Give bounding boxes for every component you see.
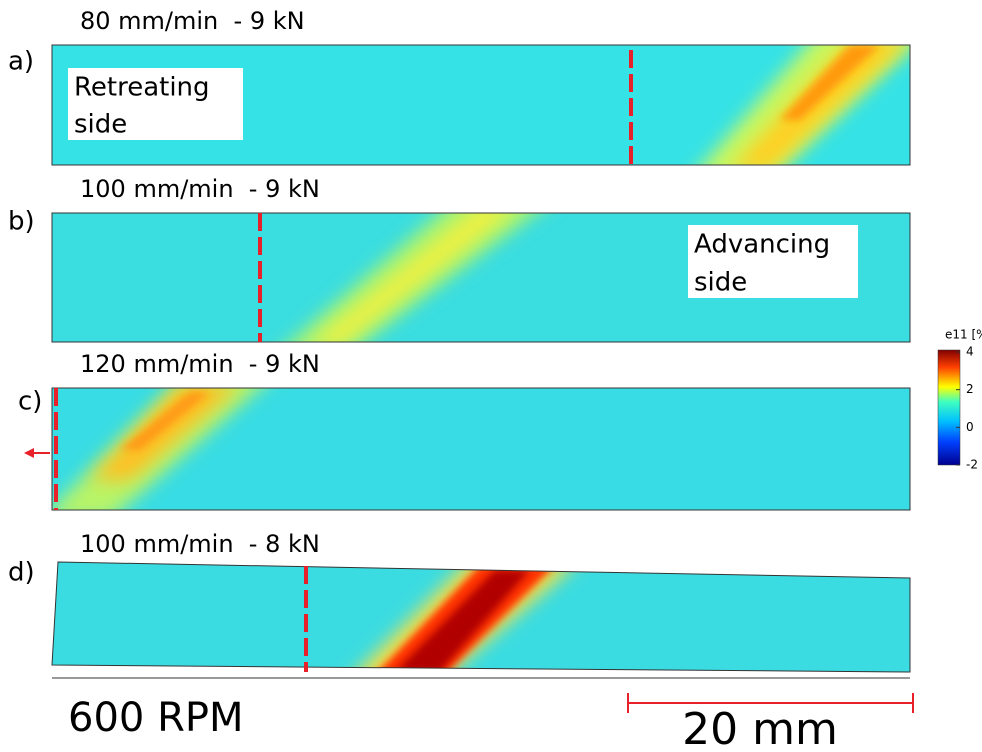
panel-d: 100 mm/min - 8 kN d) bbox=[8, 530, 911, 679]
direction-arrow-head bbox=[24, 448, 34, 458]
panel-c: 120 mm/min - 9 kN c) bbox=[18, 350, 911, 511]
colorbar-tick-label: 2 bbox=[966, 382, 974, 396]
panel-title: 100 mm/min - 9 kN bbox=[80, 175, 320, 203]
panel-title: 80 mm/min - 9 kN bbox=[80, 7, 305, 35]
strain-map bbox=[52, 562, 910, 672]
panel-b: 100 mm/min - 9 kN b) Advancing side bbox=[8, 175, 911, 343]
annotation: Retreating bbox=[74, 73, 210, 103]
colorbar-tick-label: -2 bbox=[966, 458, 978, 472]
panel-label: c) bbox=[18, 387, 42, 417]
annotation-box bbox=[68, 68, 243, 140]
panel-label: a) bbox=[8, 47, 34, 77]
annotation: Advancing bbox=[694, 230, 830, 260]
colorbar-tick-label: 4 bbox=[966, 345, 974, 359]
rpm-label: 600 RPM bbox=[68, 695, 244, 741]
panel-frame bbox=[51, 212, 911, 343]
scale-bar-label: 20 mm bbox=[682, 704, 838, 752]
strain-map bbox=[52, 388, 910, 510]
annotation-box bbox=[688, 225, 858, 298]
colorbar-tick-label: 0 bbox=[966, 420, 974, 434]
colorbar-scale bbox=[937, 349, 961, 466]
annotation: side bbox=[694, 268, 747, 298]
panel-title: 100 mm/min - 8 kN bbox=[80, 530, 320, 558]
colorbar: e11 [%] 4 2 0 -2 bbox=[937, 328, 982, 472]
panel-label: d) bbox=[8, 558, 35, 588]
panel-frame bbox=[51, 561, 911, 673]
annotation: side bbox=[74, 110, 127, 140]
panel-frame bbox=[51, 44, 911, 166]
panel-title: 120 mm/min - 9 kN bbox=[80, 350, 320, 378]
colorbar-title: e11 [%] bbox=[945, 328, 982, 342]
panel-label: b) bbox=[8, 207, 35, 237]
panel-a: 80 mm/min - 9 kN a) Retreating side bbox=[8, 7, 911, 166]
panel-frame bbox=[51, 387, 911, 511]
